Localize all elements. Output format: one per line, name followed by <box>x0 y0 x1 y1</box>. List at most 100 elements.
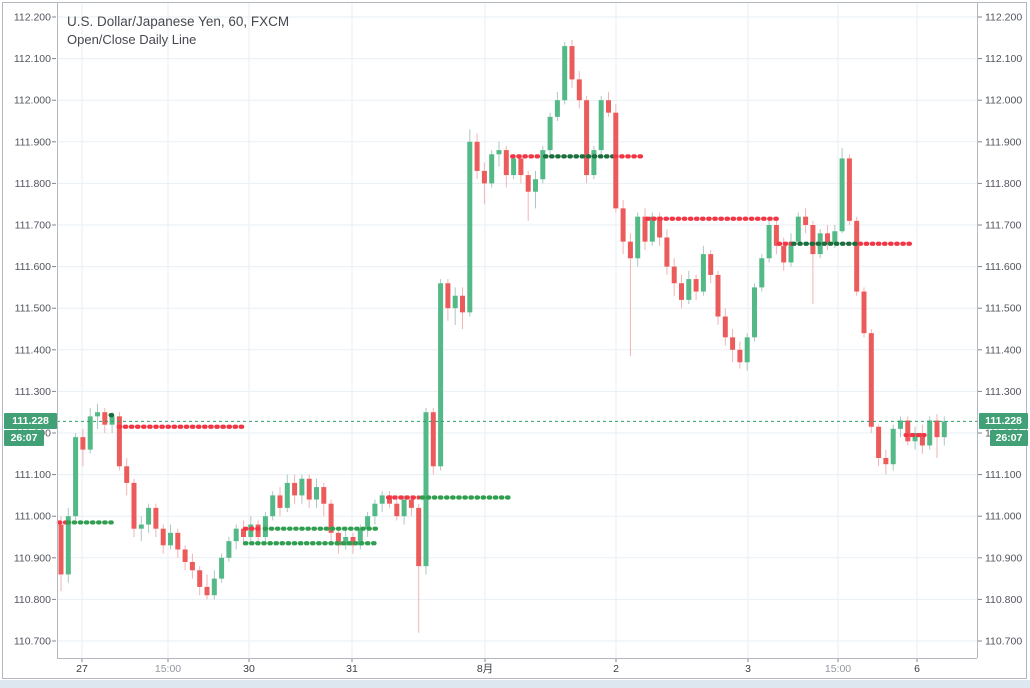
countdown-value-left: 26:07 <box>10 432 38 444</box>
candle-body <box>314 487 319 500</box>
candle-body <box>306 478 312 500</box>
candle-body <box>445 283 451 309</box>
candle-body <box>146 507 152 525</box>
x-axis-label: 3 <box>745 663 751 675</box>
candle-body <box>277 495 283 508</box>
time-scale[interactable] <box>57 658 977 679</box>
candle-body <box>642 216 648 242</box>
y-axis-label-right: 111.900 <box>985 136 1022 148</box>
candle-body <box>460 295 465 313</box>
last-price-badge-left: 111.228 <box>4 413 57 429</box>
left-price-scale[interactable] <box>3 3 57 658</box>
candle-body <box>525 175 531 192</box>
candle-body <box>803 216 809 225</box>
last-price-value-left: 111.228 <box>12 415 49 427</box>
candle-body <box>606 100 611 113</box>
candle-body <box>182 549 188 562</box>
candle-body <box>533 179 538 192</box>
time-scale-border <box>57 658 977 659</box>
candle-body <box>825 233 830 244</box>
candle-body <box>839 158 845 232</box>
axes: 112.200 112.200 112.100 112.100 112.000 112.0… <box>14 12 1023 676</box>
candle-body <box>912 433 918 442</box>
candle-body <box>197 570 203 587</box>
candle-body <box>423 412 429 567</box>
candle-body <box>927 420 933 446</box>
candle-body <box>584 100 590 176</box>
candle-series <box>58 39 947 633</box>
y-axis-label-right: 110.900 <box>985 552 1022 564</box>
y-axis-label-left: 111.800 <box>15 178 52 190</box>
last-price-value-right: 111.228 <box>985 415 1022 427</box>
y-axis-label-left: 111.000 <box>15 511 52 523</box>
candle-body <box>408 499 414 508</box>
candle-body <box>496 150 502 155</box>
candle-body <box>489 154 495 184</box>
candle-body <box>846 158 852 221</box>
candle-body <box>810 225 816 255</box>
y-axis-label-right: 111.600 <box>985 261 1022 273</box>
candle-body <box>365 516 371 529</box>
y-axis-label-left: 111.600 <box>15 261 52 273</box>
y-axis-label-left: 112.200 <box>14 12 51 24</box>
candle-body <box>58 524 64 575</box>
candle-body <box>481 170 487 184</box>
y-axis-label-left: 110.900 <box>14 552 51 564</box>
candle-body <box>321 487 327 504</box>
candle-body <box>292 482 298 496</box>
y-axis-label-right: 111.300 <box>985 386 1022 398</box>
candle-body <box>657 216 663 238</box>
y-axis-label-left: 111.400 <box>15 344 52 356</box>
candle-body <box>299 478 305 496</box>
y-axis-label-right: 110.700 <box>985 636 1022 648</box>
candle-body <box>350 537 356 546</box>
candle-body <box>233 528 239 542</box>
candle-body <box>540 150 546 180</box>
candle-body <box>759 258 765 288</box>
candle-body <box>116 416 122 467</box>
candle-body <box>219 557 225 579</box>
candle-body <box>649 216 655 242</box>
daily-open-close-lines <box>56 154 927 546</box>
candle-body <box>328 503 334 533</box>
candle-body <box>241 528 246 537</box>
candle-body <box>766 225 772 259</box>
y-axis-label-right: 111.800 <box>985 178 1022 190</box>
candle-body <box>693 279 699 292</box>
candle-body <box>620 208 626 242</box>
candle-body <box>679 283 684 300</box>
chart-legend: U.S. Dollar/Japanese Yen, 60, FXCM Open/… <box>67 13 289 49</box>
candle-body <box>854 220 860 292</box>
plot-area[interactable] <box>57 3 977 658</box>
y-axis-label-right: 111.000 <box>985 511 1022 523</box>
candle-body <box>131 482 137 529</box>
candle-body <box>730 337 736 350</box>
candle-body <box>562 46 568 101</box>
right-price-scale[interactable] <box>977 3 1028 658</box>
chart-title: U.S. Dollar/Japanese Yen, 60, FXCM <box>67 14 290 29</box>
y-axis-label-right: 111.400 <box>985 344 1022 356</box>
candle-body <box>832 231 838 244</box>
candle-body <box>124 466 130 483</box>
candle-body <box>430 412 436 467</box>
candle-body <box>189 561 195 571</box>
y-axis-label-right: 112.100 <box>985 53 1022 65</box>
candle-body <box>627 241 633 259</box>
candle-body <box>511 158 517 176</box>
candle-body <box>744 337 750 363</box>
candle-body <box>773 225 779 246</box>
y-axis-label-left: 110.800 <box>14 594 51 606</box>
y-axis-label-left: 111.300 <box>15 386 52 398</box>
candle-body <box>379 495 385 504</box>
countdown-badge-left: 26:07 <box>4 430 44 446</box>
candle-body <box>160 528 166 546</box>
candle-body <box>95 412 100 417</box>
candle-body <box>934 420 940 438</box>
candle-body <box>87 416 93 450</box>
candle-body <box>547 116 553 151</box>
x-axis-label: 8月 <box>477 663 493 675</box>
candle-body <box>401 499 407 517</box>
candle-body <box>905 420 911 442</box>
